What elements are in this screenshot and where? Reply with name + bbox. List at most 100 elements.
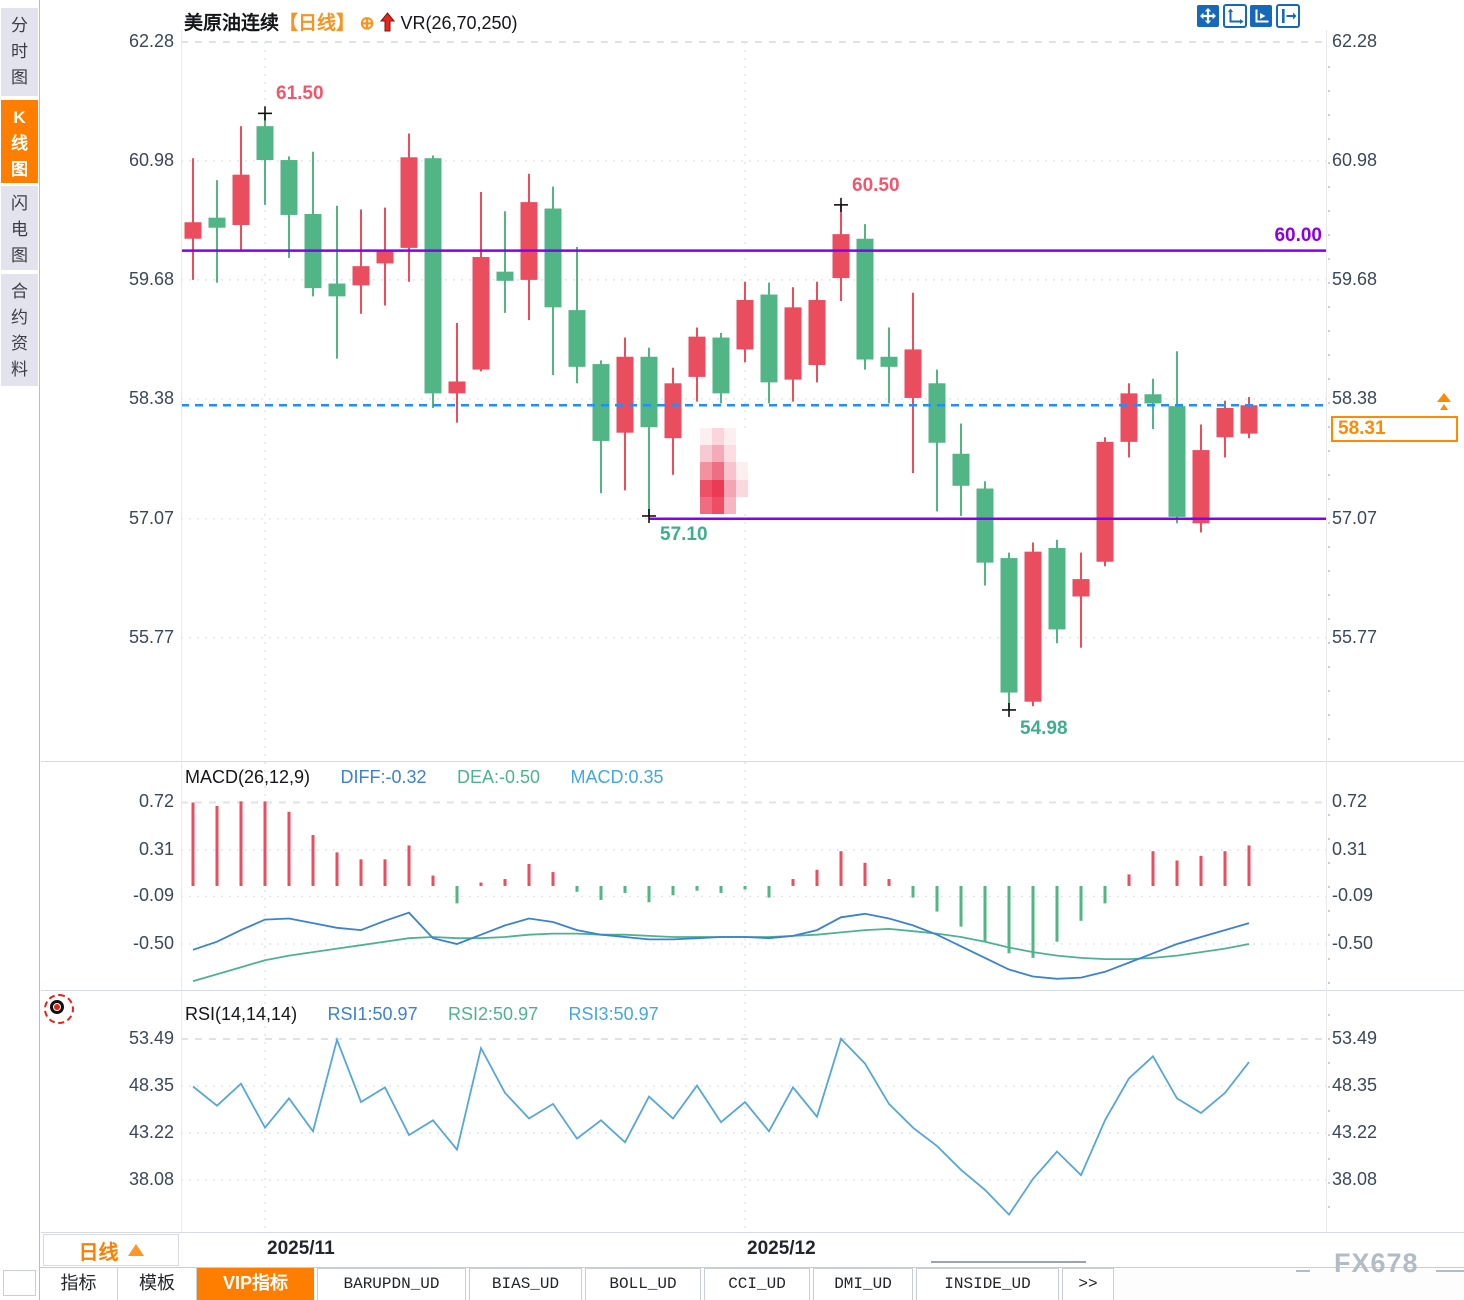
- candle: [1192, 450, 1210, 524]
- rsi-tick-left: 48.35: [128, 1075, 174, 1096]
- mosaic-cell: [724, 479, 736, 497]
- swing-marker: [834, 197, 848, 212]
- mosaic-cell: [736, 462, 748, 480]
- candle: [856, 238, 874, 360]
- swing-annotation: 60.50: [852, 174, 900, 196]
- candle: [664, 383, 682, 439]
- candle: [976, 488, 994, 563]
- triangle-up-icon: [127, 1244, 144, 1256]
- candle: [952, 453, 970, 486]
- sidebar-tab-4[interactable]: 合约资料: [1, 274, 38, 386]
- bottom-tab-[interactable]: 指标: [40, 1268, 118, 1300]
- swing-marker: [258, 106, 272, 121]
- chart-title: 美原油连续【日线】 ⊕ VR(26,70,250): [184, 8, 518, 35]
- mosaic-cell: [724, 462, 736, 480]
- rsi3-value: RSI3:50.97: [568, 1004, 659, 1024]
- candle: [520, 202, 538, 280]
- mosaic-cell: [700, 496, 712, 514]
- rsi2-value: RSI2:50.97: [448, 1004, 539, 1024]
- swing-annotation: 54.98: [1020, 717, 1068, 739]
- rsi-tick-right: 38.08: [1332, 1169, 1378, 1189]
- mosaic-cell: [724, 496, 736, 514]
- x-axis-label: 2025/12: [747, 1238, 816, 1259]
- bottom-tab-boll_ud[interactable]: BOLL_UD: [585, 1268, 701, 1300]
- candle: [1096, 441, 1114, 562]
- candle: [424, 158, 442, 394]
- price-tick-left: 55.77: [128, 626, 174, 647]
- chart-plot[interactable]: [0, 0, 1464, 1232]
- candle: [808, 300, 826, 365]
- macd-dea-value: DEA:-0.50: [456, 767, 541, 787]
- bottom-tab-vip[interactable]: VIP指标: [197, 1268, 314, 1300]
- mosaic-cell: [712, 462, 724, 480]
- watermark-dash: [1296, 1270, 1310, 1272]
- pane-divider: [41, 1232, 1464, 1233]
- bottom-tab-barupdn_ud[interactable]: BARUPDN_UD: [317, 1268, 466, 1300]
- mosaic-cell: [712, 445, 724, 463]
- scrollbar-thumb[interactable]: [931, 1261, 1086, 1263]
- candle: [736, 300, 754, 350]
- rsi-tick-left: 53.49: [128, 1028, 174, 1048]
- bottom-tab-cci_ud[interactable]: CCI_UD: [704, 1268, 810, 1300]
- candle: [760, 294, 778, 383]
- price-tick-right: 55.77: [1332, 626, 1378, 647]
- mosaic-redaction: [700, 428, 748, 514]
- price-tick-right: 57.07: [1332, 507, 1378, 528]
- macd-histogram: [191, 801, 1251, 958]
- mosaic-cell: [736, 496, 748, 514]
- candle: [1216, 408, 1234, 438]
- sun-rays: [44, 994, 74, 1024]
- rsi-header: RSI(14,14,14) RSI1:50.97 RSI2:50.97 RSI3…: [185, 1004, 685, 1025]
- mosaic-cell: [724, 445, 736, 463]
- bottom-tab-inside_ud[interactable]: INSIDE_UD: [916, 1268, 1059, 1300]
- rsi-tick-right: 43.22: [1332, 1121, 1378, 1142]
- rsi1-value: RSI1:50.97: [327, 1004, 418, 1024]
- watermark-dash: [1436, 1270, 1464, 1272]
- sidebar-tab-3[interactable]: 闪电图: [1, 186, 38, 270]
- candle: [592, 364, 610, 441]
- price-tick-left: 58.38: [128, 387, 174, 408]
- mosaic-cell: [712, 479, 724, 497]
- bottom-tab-dmi_ud[interactable]: DMI_UD: [813, 1268, 913, 1300]
- export-right-icon[interactable]: [1275, 4, 1300, 28]
- sun-indicator-icon[interactable]: [44, 994, 74, 1024]
- macd-tick-right: -0.09: [1332, 885, 1374, 906]
- price-up-marker-icon: [1437, 393, 1451, 402]
- swing-annotation: 61.50: [276, 83, 324, 105]
- swing-annotation: 57.10: [660, 523, 708, 545]
- plot-right-border: [1326, 30, 1327, 1232]
- axis-play-icon[interactable]: [1249, 4, 1273, 28]
- bottom-tab->>[interactable]: >>: [1062, 1268, 1114, 1300]
- macd-macd-value: MACD:0.35: [570, 767, 664, 787]
- mosaic-cell: [724, 428, 736, 446]
- mosaic-cell: [736, 479, 748, 497]
- swing-marker: [642, 508, 656, 523]
- candle: [1072, 579, 1090, 597]
- price-tick-left: 60.98: [128, 149, 174, 170]
- axis-zoom-icon[interactable]: [1222, 4, 1247, 28]
- symbol-name: 美原油连续: [184, 13, 280, 34]
- price-tick-right: 58.38: [1332, 387, 1378, 408]
- red-up-arrow-icon: [379, 12, 396, 32]
- pan-crosshair-icon[interactable]: [1196, 4, 1220, 28]
- candle: [616, 356, 634, 433]
- period-selector-button[interactable]: 日线: [43, 1234, 179, 1266]
- rsi-params-label: RSI(14,14,14): [185, 1004, 298, 1024]
- bottom-tab-[interactable]: 模板: [118, 1268, 197, 1300]
- candle: [832, 234, 850, 279]
- candle: [328, 283, 346, 297]
- corner-stub: [3, 1270, 36, 1296]
- rsi-line: [192, 1036, 1250, 1217]
- price-tick-right: 59.68: [1332, 268, 1378, 289]
- sidebar-tab-1[interactable]: 分时图: [1, 8, 38, 96]
- candle: [568, 310, 586, 367]
- candle: [472, 257, 490, 370]
- rsi-tick-right: 53.49: [1332, 1028, 1378, 1048]
- bottom-tab-bias_ud[interactable]: BIAS_UD: [469, 1268, 582, 1300]
- vr-indicator-label: VR(26,70,250): [400, 13, 518, 33]
- candle: [496, 271, 514, 281]
- x-axis-label: 2025/11: [267, 1238, 335, 1259]
- add-indicator-icon[interactable]: ⊕: [359, 13, 375, 33]
